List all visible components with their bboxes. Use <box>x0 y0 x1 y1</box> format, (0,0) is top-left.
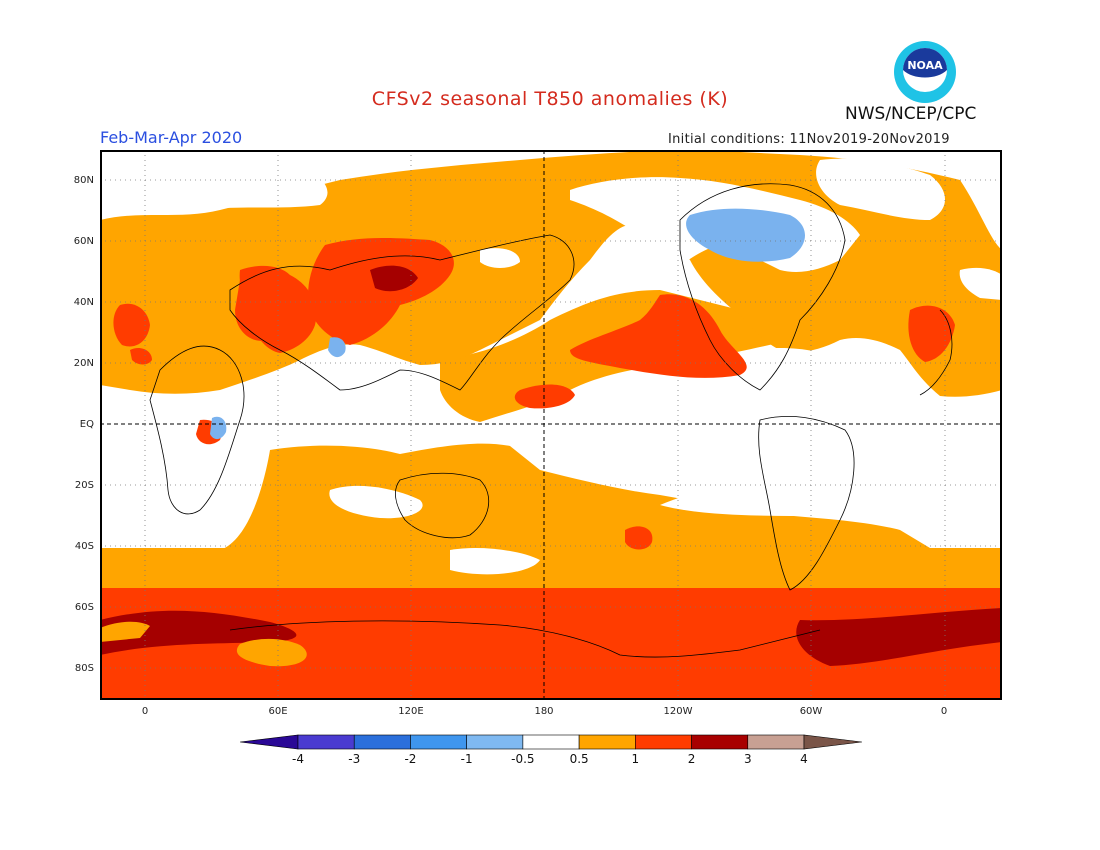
colorbar <box>240 734 862 750</box>
anomaly-region <box>625 526 653 550</box>
map-frame <box>100 150 1002 700</box>
colorbar-tick-label: -4 <box>292 752 304 766</box>
colorbar-tick-label: -1 <box>460 752 473 766</box>
anomaly-region <box>908 305 955 362</box>
lon-label: 120E <box>398 706 424 717</box>
anomaly-region <box>514 384 575 409</box>
anomaly-region <box>100 443 930 560</box>
lat-label: 40S <box>74 541 94 552</box>
anomaly-region <box>686 208 805 262</box>
colorbar-tick-label: 3 <box>743 752 752 766</box>
anomaly-region <box>100 621 150 642</box>
anomaly-region <box>130 348 152 365</box>
lat-label: 80N <box>73 175 94 186</box>
anomaly-region <box>100 610 297 655</box>
colorbar-tick-label: 2 <box>687 752 696 766</box>
lon-label: 60E <box>268 706 288 717</box>
lat-label: 40N <box>73 297 94 308</box>
lat-label: 80S <box>74 663 94 674</box>
lat-label: 60S <box>74 602 94 613</box>
anomaly-region <box>450 548 540 575</box>
anomaly-region <box>959 267 1002 300</box>
anomaly-region <box>328 337 346 358</box>
lon-label: 180 <box>534 706 554 717</box>
colorbar-tick-label: 0.5 <box>569 752 589 766</box>
colorbar-segment <box>353 734 411 750</box>
anomaly-region <box>236 638 307 667</box>
anomaly-region <box>239 265 317 353</box>
anomaly-map <box>100 150 1002 700</box>
colorbar-tick-label: -3 <box>348 752 361 766</box>
initial-conditions-label: Initial conditions: 11Nov2019-20Nov2019 <box>668 132 950 147</box>
lat-label: 20S <box>74 480 94 491</box>
season-label: Feb-Mar-Apr 2020 <box>100 128 243 147</box>
lat-label: EQ <box>79 419 94 430</box>
colorbar-tick-label: 1 <box>631 752 640 766</box>
anomaly-region <box>370 265 418 292</box>
lon-label: 0 <box>940 706 948 717</box>
anomaly-region <box>100 157 328 215</box>
anomaly-region <box>570 294 747 378</box>
colorbar-tick-label: -0.5 <box>511 752 535 766</box>
colorbar-segment <box>410 734 467 750</box>
colorbar-segment <box>635 734 692 750</box>
lon-label: 60W <box>799 706 823 717</box>
colorbar-segment <box>578 734 636 750</box>
noaa-logo: NOAA <box>894 41 956 103</box>
lon-label: 0 <box>141 706 149 717</box>
colorbar-segment <box>691 734 749 750</box>
colorbar-tick-label: -2 <box>404 752 417 766</box>
lat-label: 20N <box>73 358 94 369</box>
graticule <box>100 150 1002 700</box>
lon-label: 120W <box>663 706 693 717</box>
colorbar-segment <box>466 734 524 750</box>
lat-label: 60N <box>73 236 94 247</box>
colorbar-arrow-high <box>803 734 862 750</box>
map-title: CFSv2 seasonal T850 anomalies (K) <box>371 88 729 110</box>
agency-label: NWS/NCEP/CPC <box>845 104 977 124</box>
anomaly-region <box>210 416 227 440</box>
colorbar-arrow-low <box>240 734 299 750</box>
svg-text:NOAA: NOAA <box>907 59 943 72</box>
coastline <box>149 183 953 658</box>
colorbar-segment <box>297 734 355 750</box>
colorbar-segment <box>747 734 805 750</box>
anomaly-region <box>920 483 1002 530</box>
anomaly-region <box>480 248 520 268</box>
anomaly-region <box>816 158 945 220</box>
colorbar-segment <box>522 734 580 750</box>
anomaly-region <box>796 608 1002 666</box>
anomaly-region <box>113 303 150 347</box>
colorbar-tick-label: 4 <box>800 752 808 766</box>
anomaly-region <box>308 237 454 345</box>
